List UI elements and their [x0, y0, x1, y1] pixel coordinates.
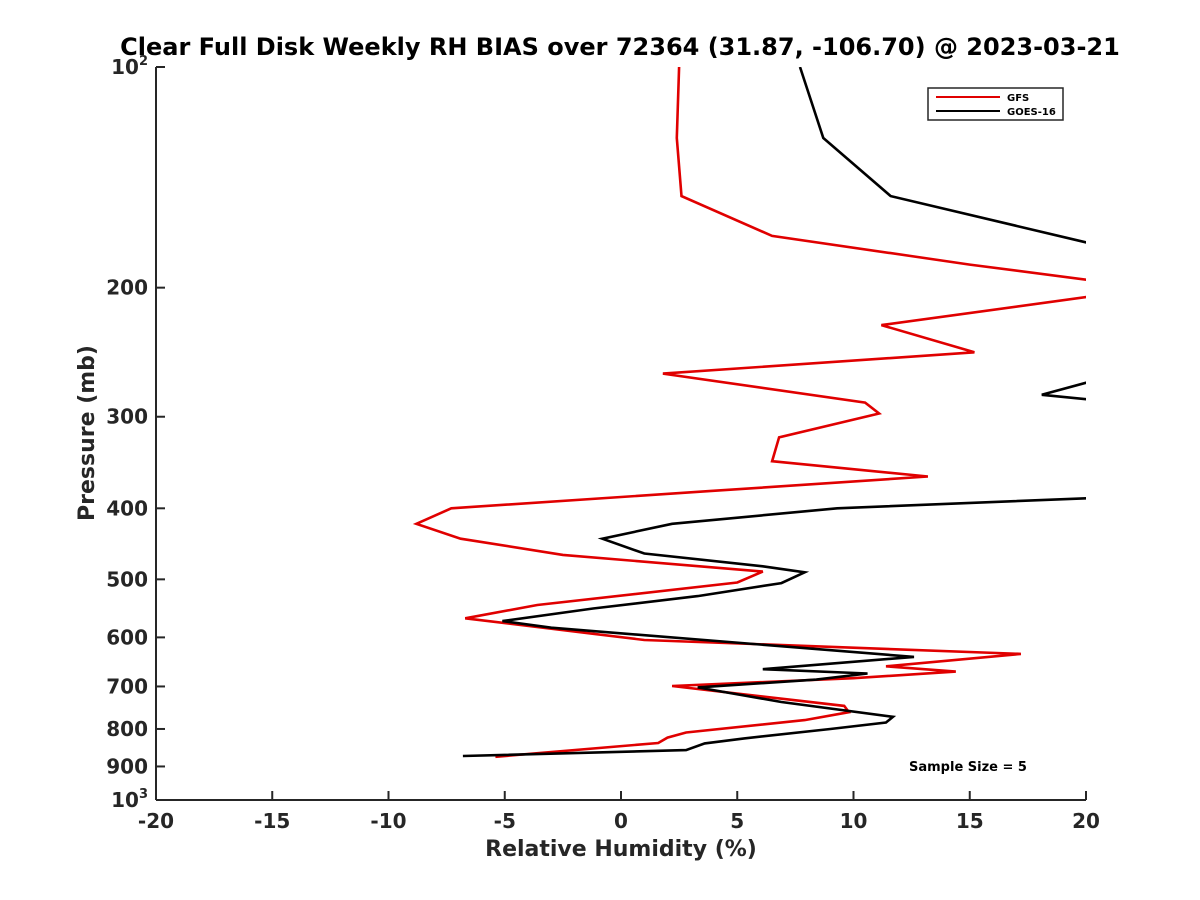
series-line-goes16 [462, 67, 1086, 758]
legend-label-goes16: GOES-16 [1007, 107, 1056, 118]
x-tick-label: 5 [730, 809, 744, 833]
y-tick-label: 200 [106, 276, 148, 300]
x-tick-label: 0 [614, 809, 628, 833]
x-axis-label: Relative Humidity (%) [485, 837, 757, 862]
y-tick-label: 600 [106, 625, 148, 649]
y-tick-label: 500 [106, 567, 148, 591]
y-tick-label: 400 [106, 496, 148, 520]
y-tick-label: 800 [106, 717, 148, 741]
legend-box [927, 87, 1064, 121]
y-tick-label: 102 [111, 54, 148, 79]
series-layer [412, 67, 1086, 759]
y-tick-label: 300 [106, 405, 148, 429]
x-tick-label: 20 [1072, 809, 1100, 833]
x-ticks: -20 -15 -10 -5 0 5 10 15 20 [138, 791, 1100, 833]
sample-size-annotation: Sample Size = 5 [909, 760, 1027, 775]
legend-label-gfs: GFS [1007, 93, 1029, 104]
x-tick-label: 15 [956, 809, 984, 833]
x-tick-label: -10 [370, 809, 406, 833]
y-tick-label: 900 [106, 754, 148, 778]
y-tick-label: 103 [111, 787, 148, 812]
y-axis-label: Pressure (mb) [75, 345, 100, 521]
x-tick-label: 10 [840, 809, 868, 833]
legend: GFS GOES-16 [927, 87, 1064, 121]
chart-title: Clear Full Disk Weekly RH BIAS over 7236… [120, 33, 1120, 61]
x-tick-label: -15 [254, 809, 290, 833]
x-tick-label: -20 [138, 809, 174, 833]
series-line-gfs [412, 67, 1086, 759]
plot-area [156, 67, 1086, 800]
y-ticks: 102 200 300 400 500 600 700 800 900 103 [106, 54, 165, 812]
x-tick-label: -5 [494, 809, 516, 833]
y-tick-label: 700 [106, 674, 148, 698]
